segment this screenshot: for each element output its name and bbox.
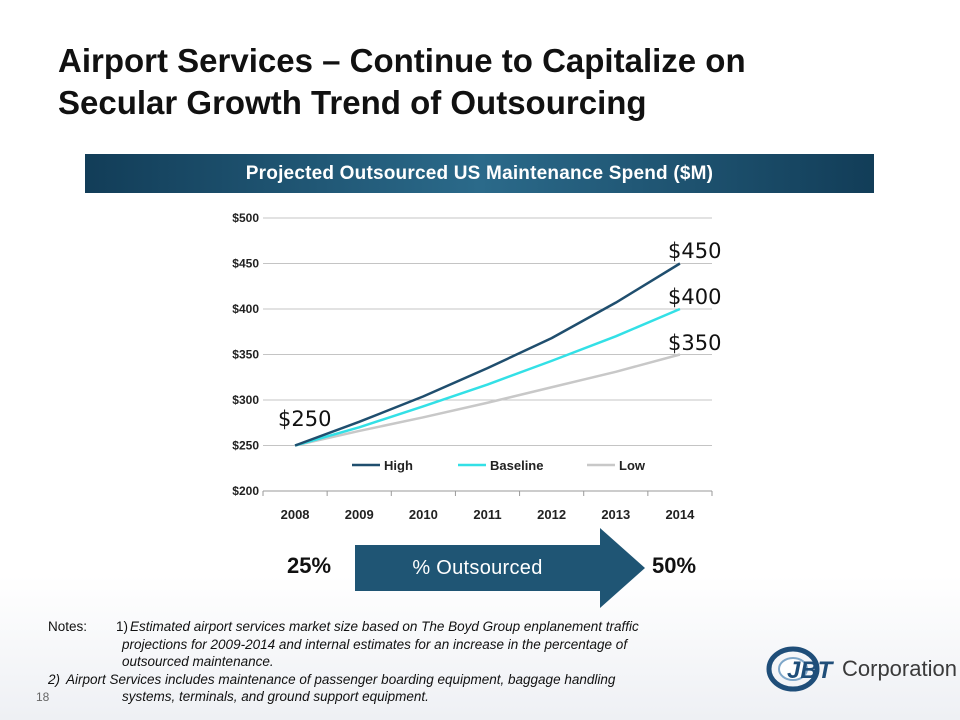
series-line-low [294, 353, 681, 447]
legend-label-baseline: Baseline [490, 458, 543, 473]
logo-ring [766, 646, 820, 692]
jbt-logo-mark: JBT [766, 646, 835, 692]
title-line-1: Airport Services – Continue to Capitaliz… [58, 42, 746, 79]
annotation-start-value: $250 [278, 407, 331, 431]
outsourced-arrow [355, 528, 645, 608]
note-2-line-2: systems, terminals, and ground support e… [122, 689, 429, 704]
outsourced-label: % Outsourced [412, 556, 543, 579]
title-line-2: Secular Growth Trend of Outsourcing [58, 84, 647, 121]
note-2-line-1: Airport Services includes maintenance of… [66, 671, 616, 687]
note-1-line-2: projections for 2009-2014 and internal e… [122, 636, 628, 652]
outsourced-start-percent: 25% [287, 553, 332, 578]
note-1-line-3: outsourced maintenance. [122, 654, 274, 669]
arrow-shape [355, 528, 645, 608]
y-tick-label: $300 [232, 393, 259, 407]
legend-label-high: High [384, 458, 413, 473]
y-tick-label: $200 [232, 484, 259, 498]
logo-ring-inner [778, 657, 808, 681]
y-tick-label: $500 [232, 211, 259, 225]
y-tick-label: $350 [232, 348, 259, 362]
x-tick-label: 2012 [537, 507, 566, 522]
annotation-low-end-value: $350 [668, 331, 721, 355]
x-tick-label: 2014 [665, 507, 695, 522]
logo-company-name: Corporation [842, 656, 957, 681]
x-tick-label: 2008 [281, 507, 310, 522]
note-1-number: 1) [116, 619, 129, 634]
annotation-baseline-end-value: $400 [668, 285, 721, 309]
x-tick-label: 2010 [409, 507, 438, 522]
chart-title-banner: Projected Outsourced US Maintenance Spen… [85, 154, 874, 193]
annotation-high-end-value: $450 [668, 239, 721, 263]
legend-label-low: Low [619, 458, 646, 473]
footnotes: Notes: 1) Estimated airport services mar… [48, 618, 748, 706]
outsourced-end-percent: 50% [652, 553, 697, 578]
slide-title: Airport Services – Continue to Capitaliz… [58, 40, 918, 124]
x-tick-label: 2011 [473, 507, 501, 522]
y-tick-label: $250 [232, 439, 259, 453]
page-number: 18 [36, 690, 50, 704]
y-tick-label: $450 [232, 257, 259, 271]
note-1-line-1: Estimated airport services market size b… [130, 619, 639, 634]
x-tick-label: 2009 [345, 507, 374, 522]
note-2-number: 2) [48, 671, 61, 687]
series-line-high [294, 262, 681, 447]
y-tick-label: $400 [232, 302, 259, 316]
logo-mark-text: JBT [787, 657, 835, 684]
notes-prefix: Notes: [48, 619, 88, 634]
series-line-baseline [294, 307, 681, 447]
x-tick-label: 2013 [601, 507, 630, 522]
